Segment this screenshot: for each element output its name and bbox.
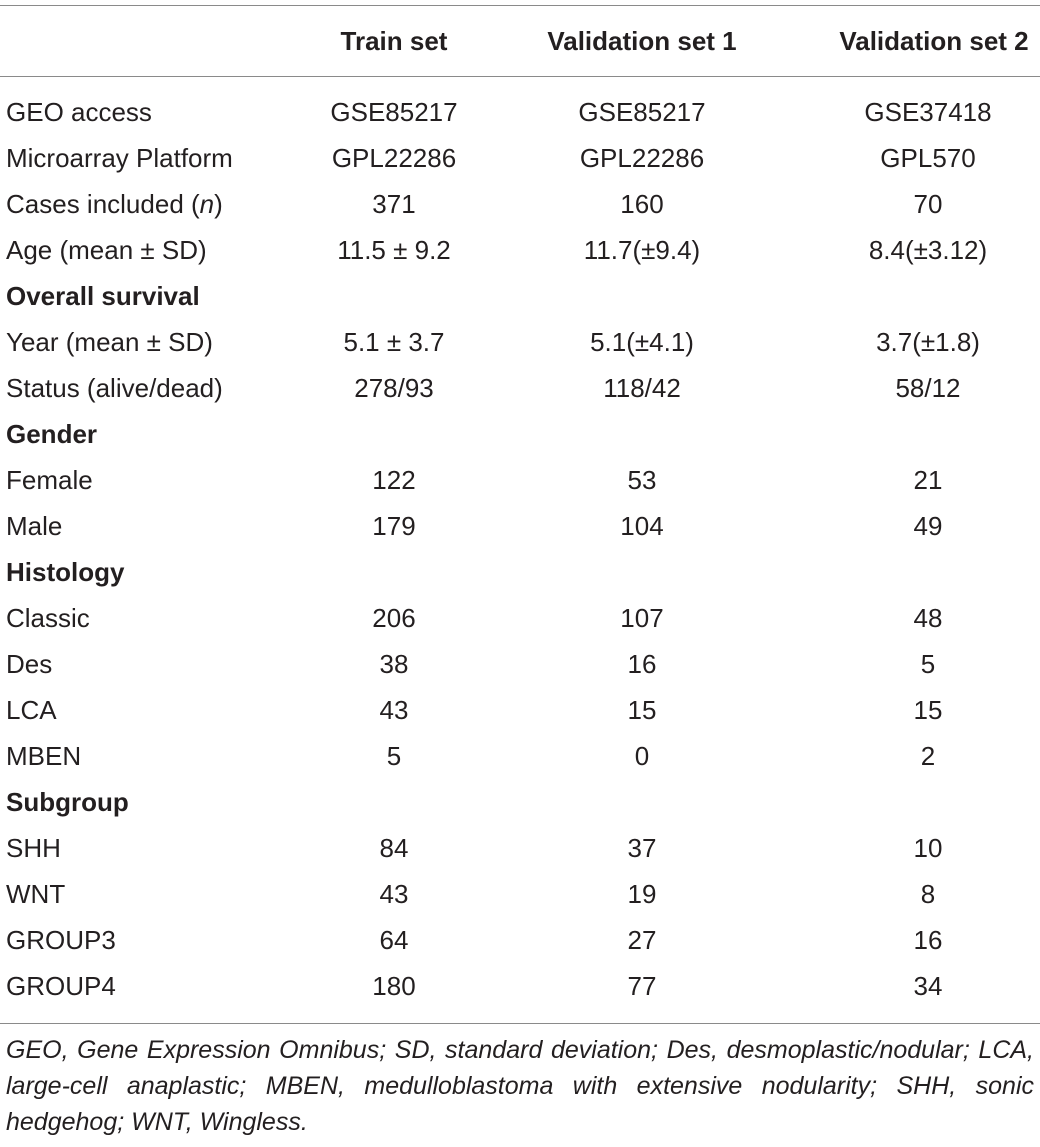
validation-set-1-value: 11.7(±9.4) xyxy=(583,235,701,265)
row-label: LCA xyxy=(6,695,57,725)
table-row: WNT 43 19 8 xyxy=(0,871,1040,917)
section-row: Subgroup xyxy=(0,779,1040,825)
validation-set-1-value: 53 xyxy=(627,465,657,495)
table-header-rule xyxy=(0,76,1040,77)
table-row: Des 38 16 5 xyxy=(0,641,1040,687)
validation-set-1-value: 5.1(±4.1) xyxy=(590,327,694,357)
validation-set-1-value: 0 xyxy=(634,741,650,771)
validation-set-2-value: 49 xyxy=(913,511,943,541)
section-row: Overall survival xyxy=(0,273,1040,319)
section-heading: Overall survival xyxy=(6,281,200,311)
table-row: GROUP4 180 77 34 xyxy=(0,963,1040,1009)
validation-set-2-value: 3.7(±1.8) xyxy=(876,327,980,357)
table-row: Cases included (n) 371 160 70 xyxy=(0,181,1040,227)
table-row: Microarray Platform GPL22286 GPL22286 GPL57… xyxy=(0,135,1040,181)
table-row: Male 179 104 49 xyxy=(0,503,1040,549)
train-set-value: 84 xyxy=(379,833,409,863)
validation-set-2-value: 10 xyxy=(913,833,943,863)
train-set-value: 206 xyxy=(372,603,416,633)
row-label: Classic xyxy=(6,603,90,633)
table-row: GEO access GSE85217 GSE85217 GSE37418 xyxy=(0,89,1040,135)
validation-set-2-value: 8 xyxy=(920,879,936,909)
table-footnote: GEO, Gene Expression Omnibus; SD, standa… xyxy=(6,1036,1034,1136)
table-header-row: Train set Validation set 1 Validation se… xyxy=(0,18,1040,64)
table-row: GROUP3 64 27 16 xyxy=(0,917,1040,963)
validation-set-1-value: GPL22286 xyxy=(579,143,705,173)
table-row: LCA 43 15 15 xyxy=(0,687,1040,733)
validation-set-1-value: 16 xyxy=(627,649,657,679)
validation-set-2-value: 70 xyxy=(913,189,943,219)
row-label-italic: n xyxy=(199,189,215,219)
row-label: Microarray Platform xyxy=(6,143,233,173)
row-label: SHH xyxy=(6,833,61,863)
table-row: Year (mean ± SD) 5.1 ± 3.7 5.1(±4.1) 3.7(±1… xyxy=(0,319,1040,365)
section-heading: Gender xyxy=(6,419,98,449)
validation-set-2-value: 8.4(±3.12) xyxy=(868,235,988,265)
row-label: Cases included (n) xyxy=(6,181,223,227)
validation-set-1-value: 160 xyxy=(620,189,664,219)
validation-set-2-value: 34 xyxy=(913,971,943,1001)
section-heading: Subgroup xyxy=(6,787,129,817)
table-row: Female 122 53 21 xyxy=(0,457,1040,503)
row-label: Des xyxy=(6,649,53,679)
row-label-prefix: Cases included ( xyxy=(6,189,200,219)
section-heading: Histology xyxy=(6,557,125,587)
validation-set-1-value: 118/42 xyxy=(603,373,681,403)
row-label: GROUP3 xyxy=(6,925,116,955)
row-label: GROUP4 xyxy=(6,971,116,1001)
validation-set-2-value: GPL570 xyxy=(880,143,976,173)
validation-set-1-value: 27 xyxy=(627,925,657,955)
table-row: Status (alive/dead) 278/93 118/42 58/12 xyxy=(0,365,1040,411)
validation-set-2-value: 5 xyxy=(920,649,936,679)
validation-set-1-value: 19 xyxy=(627,879,657,909)
row-label: WNT xyxy=(6,879,66,909)
row-label: Male xyxy=(6,511,63,541)
header-cell-train-set: Train set xyxy=(340,26,448,56)
section-row: Histology xyxy=(0,549,1040,595)
row-label-suffix: ) xyxy=(214,189,223,219)
train-set-value: 122 xyxy=(372,465,416,495)
table-row: Age (mean ± SD) 11.5 ± 9.2 11.7(±9.4) 8.4(±… xyxy=(0,227,1040,273)
train-set-value: 43 xyxy=(379,879,409,909)
train-set-value: 180 xyxy=(372,971,416,1001)
train-set-value: 278/93 xyxy=(354,373,434,403)
train-set-value: 64 xyxy=(379,925,409,955)
validation-set-2-value: 16 xyxy=(913,925,943,955)
row-label: Status (alive/dead) xyxy=(6,373,223,403)
train-set-value: GSE85217 xyxy=(330,97,458,127)
train-set-value: 38 xyxy=(379,649,409,679)
train-set-value: 5 xyxy=(386,741,402,771)
train-set-value: 371 xyxy=(372,189,416,219)
validation-set-1-value: 37 xyxy=(627,833,657,863)
row-label: Age (mean ± SD) xyxy=(6,235,207,265)
header-cell-validation-set-2: Validation set 2 xyxy=(839,26,1029,56)
train-set-value: 5.1 ± 3.7 xyxy=(343,327,445,357)
train-set-value: 43 xyxy=(379,695,409,725)
validation-set-1-value: 15 xyxy=(627,695,657,725)
row-label: Year (mean ± SD) xyxy=(6,327,213,357)
row-label: GEO access xyxy=(6,97,152,127)
header-cell-validation-set-1: Validation set 1 xyxy=(547,26,737,56)
validation-set-1-value: 77 xyxy=(627,971,657,1001)
row-label: MBEN xyxy=(6,741,82,771)
validation-set-2-value: 15 xyxy=(913,695,943,725)
train-set-value: GPL22286 xyxy=(331,143,457,173)
validation-set-2-value: 2 xyxy=(920,741,936,771)
validation-set-2-value: 58/12 xyxy=(895,373,961,403)
train-set-value: 179 xyxy=(372,511,416,541)
table-row: SHH 84 37 10 xyxy=(0,825,1040,871)
validation-set-1-value: 104 xyxy=(620,511,664,541)
train-set-value: 11.5 ± 9.2 xyxy=(337,235,451,265)
table-row: MBEN 5 0 2 xyxy=(0,733,1040,779)
table-bottom-rule xyxy=(0,1023,1040,1024)
row-label: Female xyxy=(6,465,93,495)
table-top-rule xyxy=(0,5,1040,6)
validation-set-2-value: 48 xyxy=(913,603,943,633)
validation-set-1-value: 107 xyxy=(620,603,664,633)
validation-set-2-value: 21 xyxy=(913,465,943,495)
validation-set-1-value: GSE85217 xyxy=(578,97,706,127)
section-row: Gender xyxy=(0,411,1040,457)
table-row: Classic 206 107 48 xyxy=(0,595,1040,641)
validation-set-2-value: GSE37418 xyxy=(864,97,992,127)
